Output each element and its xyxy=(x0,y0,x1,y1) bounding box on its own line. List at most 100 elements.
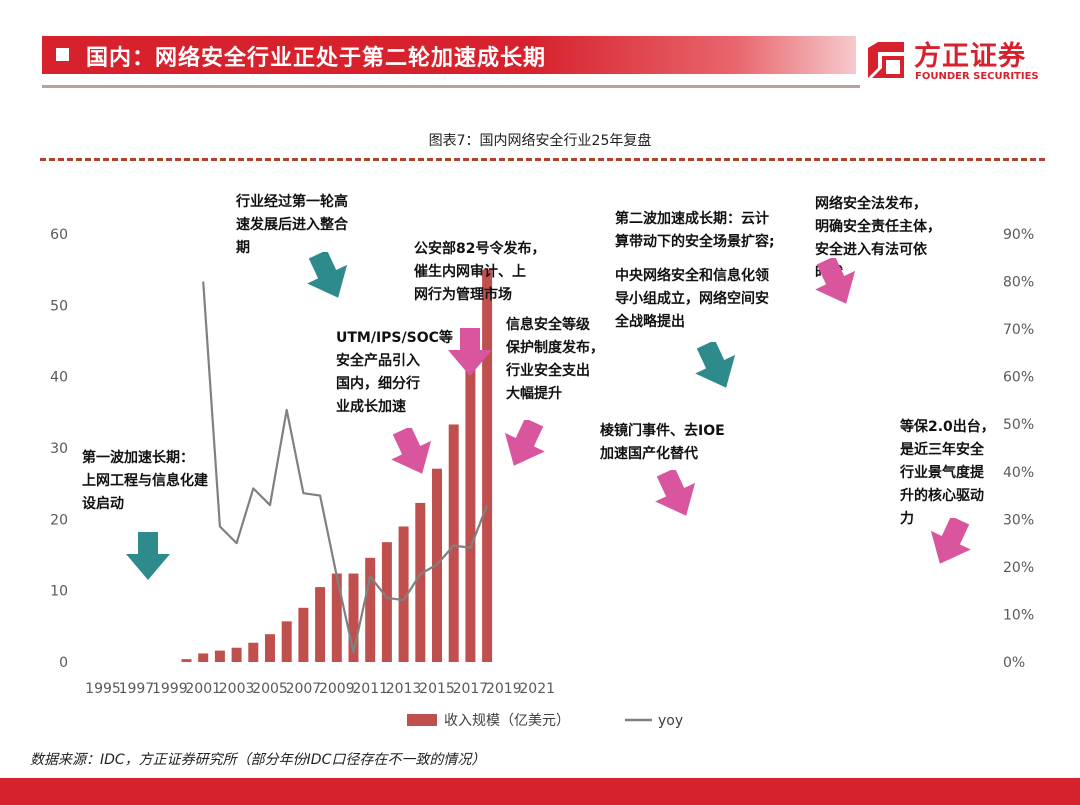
annotation-mps82: 公安部82号令发布， 催生内网审计、上 网行为管理市场 xyxy=(414,238,545,307)
y-right-tick-label: 0% xyxy=(1003,655,1025,671)
annotation-line: 中央网络安全和信息化领 xyxy=(615,268,769,284)
annotation-line: 国内，细分行 xyxy=(336,376,420,392)
annotation-line: 是近三年安全 xyxy=(900,442,984,458)
annotation-line: 大幅提升 xyxy=(506,386,562,402)
x-tick-label: 2007 xyxy=(286,681,322,697)
bullet-square-icon xyxy=(56,48,69,61)
x-tick-label: 2021 xyxy=(519,681,555,697)
bar-2003 xyxy=(231,647,242,662)
x-tick-label: 2001 xyxy=(185,681,221,697)
x-tick-label: 2011 xyxy=(352,681,388,697)
annotation-line: 全战略提出 xyxy=(615,314,685,330)
bar-2013 xyxy=(398,526,409,662)
annotation-line: 业成长加速 xyxy=(336,399,406,415)
legend-label-revenue: 收入规模（亿美元） xyxy=(444,713,570,729)
annotation-line: 网络安全法发布， xyxy=(815,196,927,212)
pink-arrow-icon xyxy=(815,258,856,304)
annotation-line: UTM/IPS/SOC等 xyxy=(336,330,453,346)
annotation-line: 保护制度发布， xyxy=(506,340,604,356)
annotation-wave2: 第二波加速成长期：云计 算带动下的安全场景扩容; xyxy=(615,208,775,254)
annotation-prism: 棱镜门事件、去IOE 加速国产化替代 xyxy=(600,420,725,466)
annotation-line: 安全产品引入 xyxy=(336,353,420,369)
y-right-tick-label: 80% xyxy=(1003,275,1034,291)
annotation-line: 力 xyxy=(900,511,914,527)
dashed-divider xyxy=(40,158,1045,161)
pink-arrow-icon xyxy=(655,470,696,516)
y-right-tick-label: 50% xyxy=(1003,417,1034,433)
figure-title: 图表7：国内网络安全行业25年复盘 xyxy=(428,133,652,149)
bar-2017 xyxy=(465,366,476,662)
yoy-line xyxy=(202,281,489,654)
annotation-line: 等保2.0出台， xyxy=(900,419,995,435)
brand-name-en: FOUNDER SECURITIES xyxy=(915,71,1039,82)
x-tick-label: 2005 xyxy=(252,681,288,697)
annotation-line: 明确安全责任主体， xyxy=(815,219,941,235)
header-banner: 国内：网络安全行业正处于第二轮加速成长期 xyxy=(42,36,856,74)
y-right-tick-label: 10% xyxy=(1003,607,1034,623)
brand-name-cn: 方正证券 xyxy=(914,41,1026,72)
bar-2002 xyxy=(214,650,225,662)
annotation-line: 棱镜门事件、去IOE xyxy=(600,423,725,439)
y-left-tick-label: 60 xyxy=(50,227,68,243)
bar-2000 xyxy=(181,659,192,662)
teal-arrow-icon xyxy=(126,532,170,580)
annotation-line: 第一波加速长期： xyxy=(82,450,194,466)
annotation-line: 算带动下的安全场景扩容; xyxy=(615,234,775,250)
x-tick-label: 2019 xyxy=(486,681,522,697)
bar-2011 xyxy=(365,557,376,662)
x-tick-label: 2003 xyxy=(219,681,255,697)
y-right-tick-label: 30% xyxy=(1003,512,1034,528)
annotation-mlps: 信息安全等级 保护制度发布， 行业安全支出 大幅提升 xyxy=(506,314,604,406)
annotation-line: 期 xyxy=(236,240,250,256)
annotation-mlps2: 等保2.0出台， 是近三年安全 行业景气度提 升的核心驱动力 xyxy=(900,416,995,531)
bar-2009 xyxy=(331,573,342,662)
bar-2012 xyxy=(381,542,392,662)
x-tick-label: 1997 xyxy=(119,681,155,697)
page-title: 国内：网络安全行业正处于第二轮加速成长期 xyxy=(86,46,547,71)
footer-bar xyxy=(0,778,1080,805)
x-tick-label: 1995 xyxy=(85,681,121,697)
bar-2005 xyxy=(265,634,275,662)
annotation-line: 上网工程与信息化建 xyxy=(82,473,208,489)
bar-2007 xyxy=(298,607,309,662)
teal-arrow-icon xyxy=(695,342,736,388)
annotation-line: 速发展后进入整合 xyxy=(236,217,348,233)
y-left-tick-label: 0 xyxy=(59,655,68,671)
legend-swatch-revenue xyxy=(407,714,437,726)
y-right-tick-label: 90% xyxy=(1003,227,1034,243)
y-right-tick-label: 20% xyxy=(1003,560,1034,576)
bar-2016 xyxy=(448,424,459,662)
y-left-tick-label: 30 xyxy=(50,441,68,457)
annotation-line: 加速国产化替代 xyxy=(600,446,698,462)
bar-2014 xyxy=(415,502,426,662)
annotation-line: 设启动 xyxy=(82,496,124,512)
annotation-consolidation: 行业经过第一轮高 速发展后进入整合期 xyxy=(236,191,348,260)
annotation-central: 中央网络安全和信息化领 导小组成立，网络空间安 全战略提出 xyxy=(615,265,769,334)
bar-2010 xyxy=(348,573,359,662)
annotation-wave1: 第一波加速长期： 上网工程与信息化建 设启动 xyxy=(82,447,208,516)
x-tick-label: 1999 xyxy=(152,681,188,697)
x-tick-label: 2015 xyxy=(419,681,455,697)
y-left-tick-label: 20 xyxy=(50,512,68,528)
annotation-line: 网行为管理市场 xyxy=(414,287,512,303)
brand-logo: 方正证券 FOUNDER SECURITIES xyxy=(864,34,1049,86)
y-right-tick-label: 70% xyxy=(1003,322,1034,338)
annotation-line: 催生内网审计、上 xyxy=(414,264,526,280)
pink-arrow-icon xyxy=(504,420,545,466)
annotation-line: 行业经过第一轮高 xyxy=(236,194,348,210)
y-left-tick-label: 40 xyxy=(50,370,68,386)
x-tick-label: 2017 xyxy=(453,681,489,697)
annotation-line: 信息安全等级 xyxy=(506,317,590,333)
teal-arrow-icon xyxy=(307,252,348,298)
annotation-line: 行业景气度提 xyxy=(900,465,984,481)
bar-2008 xyxy=(315,587,326,662)
annotation-line: 安全进入有法可依 xyxy=(815,242,927,258)
annotation-line: 行业安全支出 xyxy=(506,363,590,379)
founder-logo-icon xyxy=(868,42,904,78)
legend-label-yoy: yoy xyxy=(658,713,683,729)
y-left-tick-label: 10 xyxy=(50,584,68,600)
annotation-line: 公安部82号令发布， xyxy=(414,241,546,257)
pink-arrow-icon xyxy=(930,518,971,564)
annotation-line: 第二波加速成长期：云计 xyxy=(615,211,769,227)
annotation-utm: UTM/IPS/SOC等 安全产品引入 国内，细分行 业成长加速 xyxy=(336,327,453,419)
